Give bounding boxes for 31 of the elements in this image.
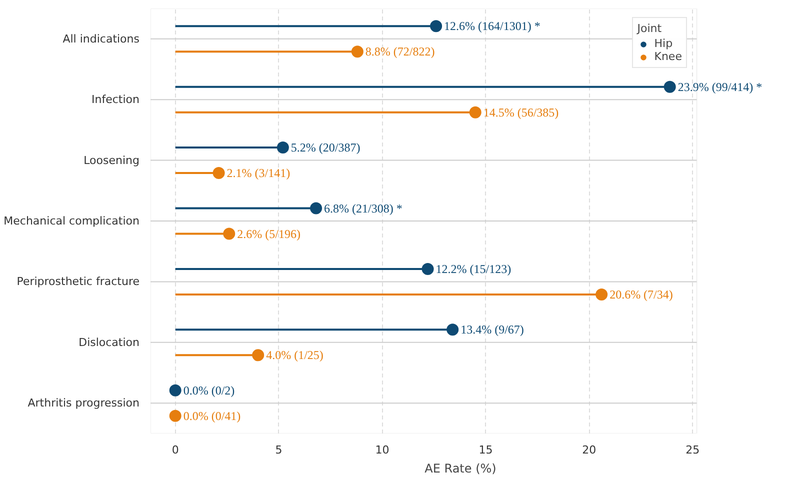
x-tick-label: 5 — [275, 444, 282, 456]
data-label: 2.6% (5/196) — [237, 226, 300, 241]
y-tick-label: Mechanical complication — [4, 214, 140, 228]
x-tick-label: 15 — [478, 444, 493, 456]
data-label: 4.0% (1/25) — [266, 348, 324, 362]
data-label: 0.0% (0/41) — [183, 408, 241, 423]
legend-label: Hip — [654, 37, 674, 50]
data-label: 12.2% (15/123) — [436, 262, 512, 276]
legend-label: Knee — [654, 50, 682, 63]
x-axis-title: AE Rate (%) — [424, 462, 496, 476]
y-tick-label: Infection — [92, 93, 140, 106]
data-label: 23.9% (99/414) * — [678, 80, 762, 94]
y-tick-label: All indications — [62, 32, 140, 46]
data-label: 20.6% (7/34) — [610, 287, 673, 302]
data-label: 12.6% (164/1301) * — [444, 19, 540, 34]
y-tick-label: Dislocation — [78, 336, 140, 349]
x-tick-label: 0 — [172, 444, 179, 456]
x-tick-label: 20 — [582, 444, 596, 456]
x-tick-label: 25 — [686, 444, 700, 456]
data-label: 6.8% (21/308) * — [324, 201, 402, 216]
data-label: 2.1% (3/141) — [226, 166, 290, 180]
y-tick-label: Periprosthetic fracture — [16, 275, 140, 288]
data-label: 8.8% (72/822) — [365, 44, 435, 59]
data-label: 0.0% (0/2) — [183, 383, 235, 398]
legend-title: Joint — [637, 22, 663, 35]
x-tick-label: 10 — [375, 444, 390, 456]
data-label: 13.4% (9/67) — [460, 322, 524, 337]
y-tick-label: Arthritis progression — [28, 396, 140, 410]
y-tick-label: Loosening — [84, 154, 140, 167]
data-label: 14.5% (56/385) — [483, 105, 559, 120]
data-label: 5.2% (20/387) — [290, 140, 360, 155]
